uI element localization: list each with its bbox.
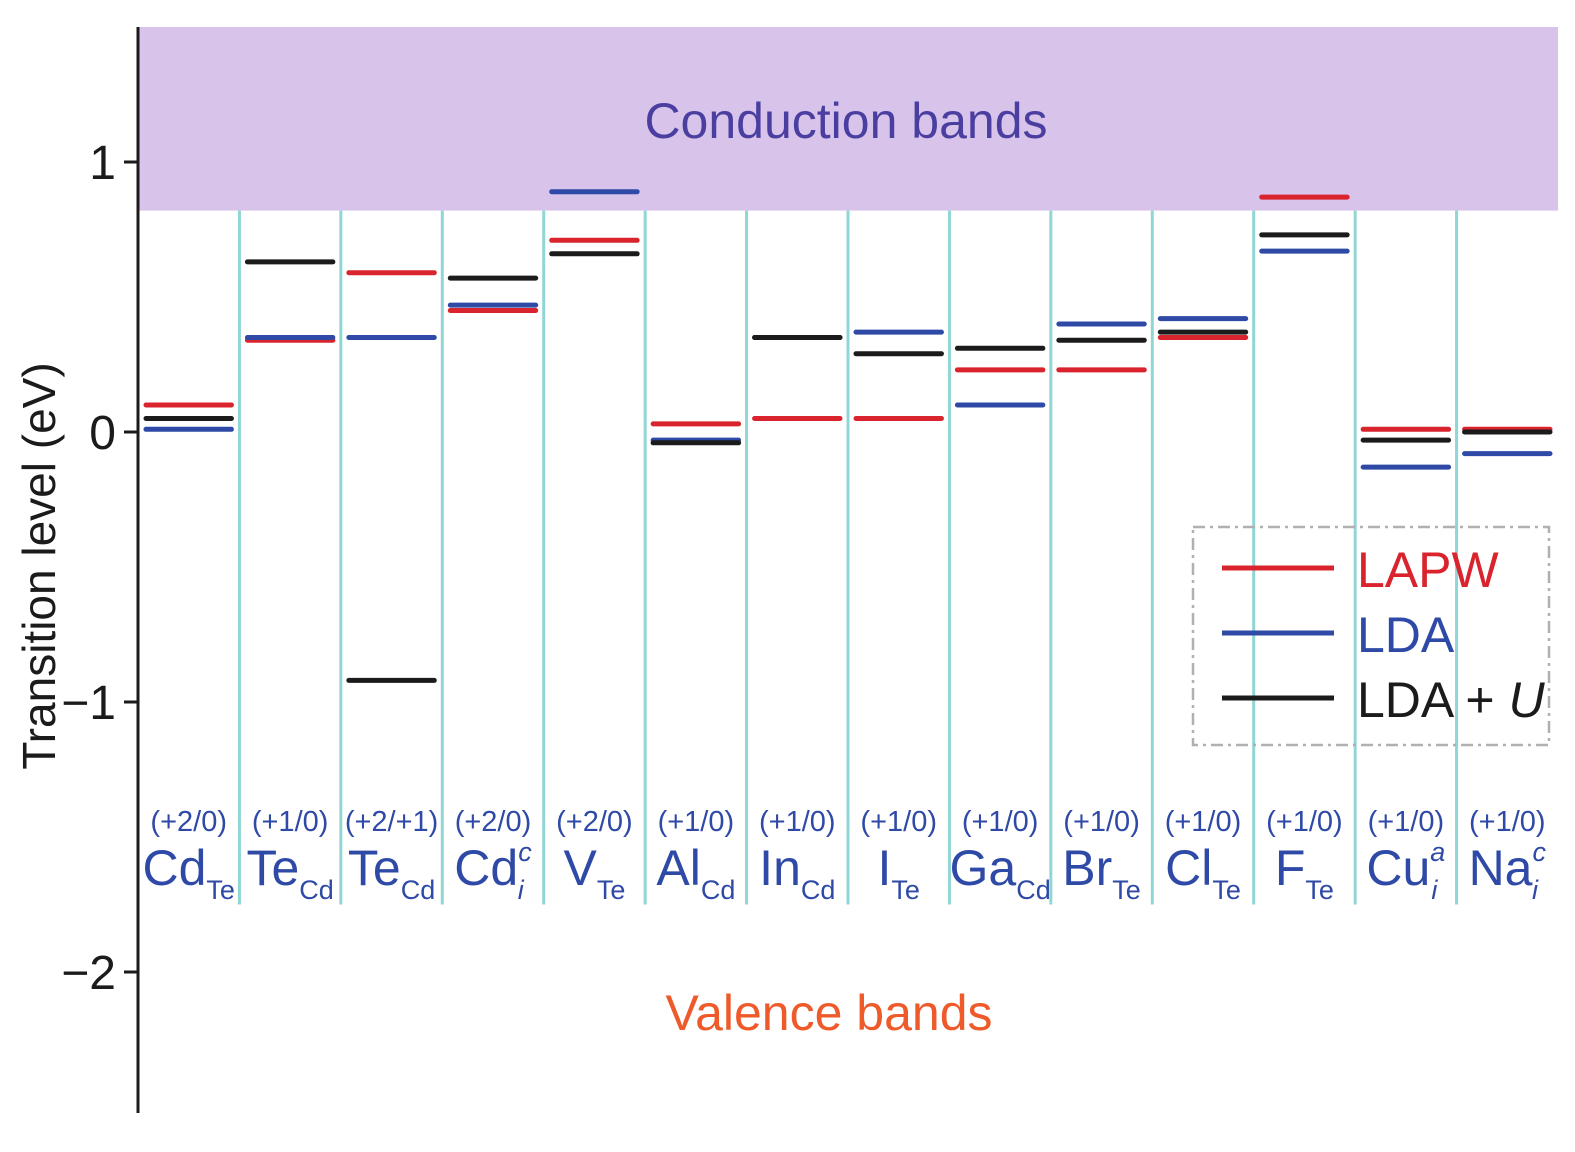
defect-name: TeCd xyxy=(348,840,435,905)
defect-base: V xyxy=(563,840,597,896)
defect-base: Cd xyxy=(454,840,518,896)
transition-label: (+1/0) xyxy=(1266,806,1343,838)
defect-base: F xyxy=(1275,840,1306,896)
valence-band-label: Valence bands xyxy=(665,985,992,1041)
transition-label: (+1/0) xyxy=(860,806,937,838)
defect-subscript: i xyxy=(1532,875,1539,905)
defect-subscript: i xyxy=(1431,875,1438,905)
defect-superscript: a xyxy=(1430,837,1445,867)
defect-base: Ga xyxy=(950,840,1017,896)
defect-name: TeCd xyxy=(246,840,333,905)
conduction-band-region xyxy=(138,27,1558,211)
transition-label: (+1/0) xyxy=(1165,806,1242,838)
defect-name: AlCd xyxy=(656,840,735,905)
defect-subscript: i xyxy=(518,875,525,905)
y-axis-ticks: 1 0 −1 −2 xyxy=(61,137,138,1000)
y-axis-label: Transition level (eV) xyxy=(13,362,65,769)
defect-name: Cdc i xyxy=(454,837,532,905)
transition-label: (+1/0) xyxy=(252,806,329,838)
transition-label: (+1/0) xyxy=(962,806,1039,838)
defect-subscript: Cd xyxy=(801,875,836,905)
level-marks xyxy=(143,189,1553,683)
defect-subscript: Te xyxy=(1112,875,1141,905)
defect-name: CdTe xyxy=(142,840,234,905)
defect-subscript: Cd xyxy=(1016,875,1051,905)
transition-label: (+1/0) xyxy=(1469,806,1546,838)
defect-base: Na xyxy=(1469,840,1533,896)
transition-label: (+1/0) xyxy=(658,806,735,838)
defect-subscript: Cd xyxy=(401,875,436,905)
transition-label: (+2/0) xyxy=(556,806,633,838)
defect-base: In xyxy=(759,840,801,896)
defect-superscript: c xyxy=(518,837,532,867)
column-dividers xyxy=(237,210,1459,905)
defect-subscript: Te xyxy=(1212,875,1241,905)
y-tick-label: 1 xyxy=(89,137,116,190)
defect-subscript: Te xyxy=(597,875,626,905)
defect-name: ClTe xyxy=(1165,840,1241,905)
defect-name: ITe xyxy=(877,840,919,905)
defect-base: Cd xyxy=(142,840,206,896)
defect-base: Br xyxy=(1062,840,1112,896)
defect-name: FTe xyxy=(1275,840,1334,905)
legend-label: LAPW xyxy=(1357,542,1500,598)
defect-subscript: Cd xyxy=(299,875,334,905)
defect-name: InCd xyxy=(759,840,835,905)
legend: LAPW LDA LDA + U xyxy=(1191,525,1551,747)
transition-label: (+2/0) xyxy=(150,806,227,838)
defect-subscript: Te xyxy=(891,875,920,905)
defect-base: Te xyxy=(246,840,299,896)
y-tick-label: −2 xyxy=(61,947,116,1000)
defect-name: GaCd xyxy=(950,840,1051,905)
defect-subscript: Te xyxy=(206,875,235,905)
defect-name: VTe xyxy=(563,840,625,905)
defect-name: Nac i xyxy=(1469,837,1547,905)
defect-base: I xyxy=(877,840,891,896)
defect-labels: (+2/0)CdTe(+1/0)TeCd(+2/+1)TeCd(+2/0)Cdc… xyxy=(142,806,1546,905)
defect-subscript: Cd xyxy=(701,875,736,905)
y-tick-label: 0 xyxy=(89,407,116,460)
defect-base: Cu xyxy=(1366,840,1430,896)
conduction-band-label: Conduction bands xyxy=(644,93,1047,149)
defect-base: Cl xyxy=(1165,840,1212,896)
defect-base: Te xyxy=(348,840,401,896)
defect-superscript: c xyxy=(1532,837,1546,867)
defect-name: Cua i xyxy=(1366,837,1445,905)
defect-subscript: Te xyxy=(1305,875,1334,905)
defect-name: BrTe xyxy=(1062,840,1141,905)
legend-label-italic: U xyxy=(1509,672,1546,728)
transition-label: (+2/+1) xyxy=(345,806,439,838)
transition-label: (+1/0) xyxy=(1368,806,1445,838)
legend-box xyxy=(1191,525,1551,747)
legend-label-main: LDA + xyxy=(1357,672,1509,728)
legend-label: LDA + U xyxy=(1357,672,1546,728)
transition-label: (+1/0) xyxy=(1063,806,1140,838)
transition-label: (+2/0) xyxy=(455,806,532,838)
defect-base: Al xyxy=(656,840,700,896)
y-tick-label: −1 xyxy=(61,677,116,730)
legend-label: LDA xyxy=(1357,607,1455,663)
transition-label: (+1/0) xyxy=(759,806,836,838)
